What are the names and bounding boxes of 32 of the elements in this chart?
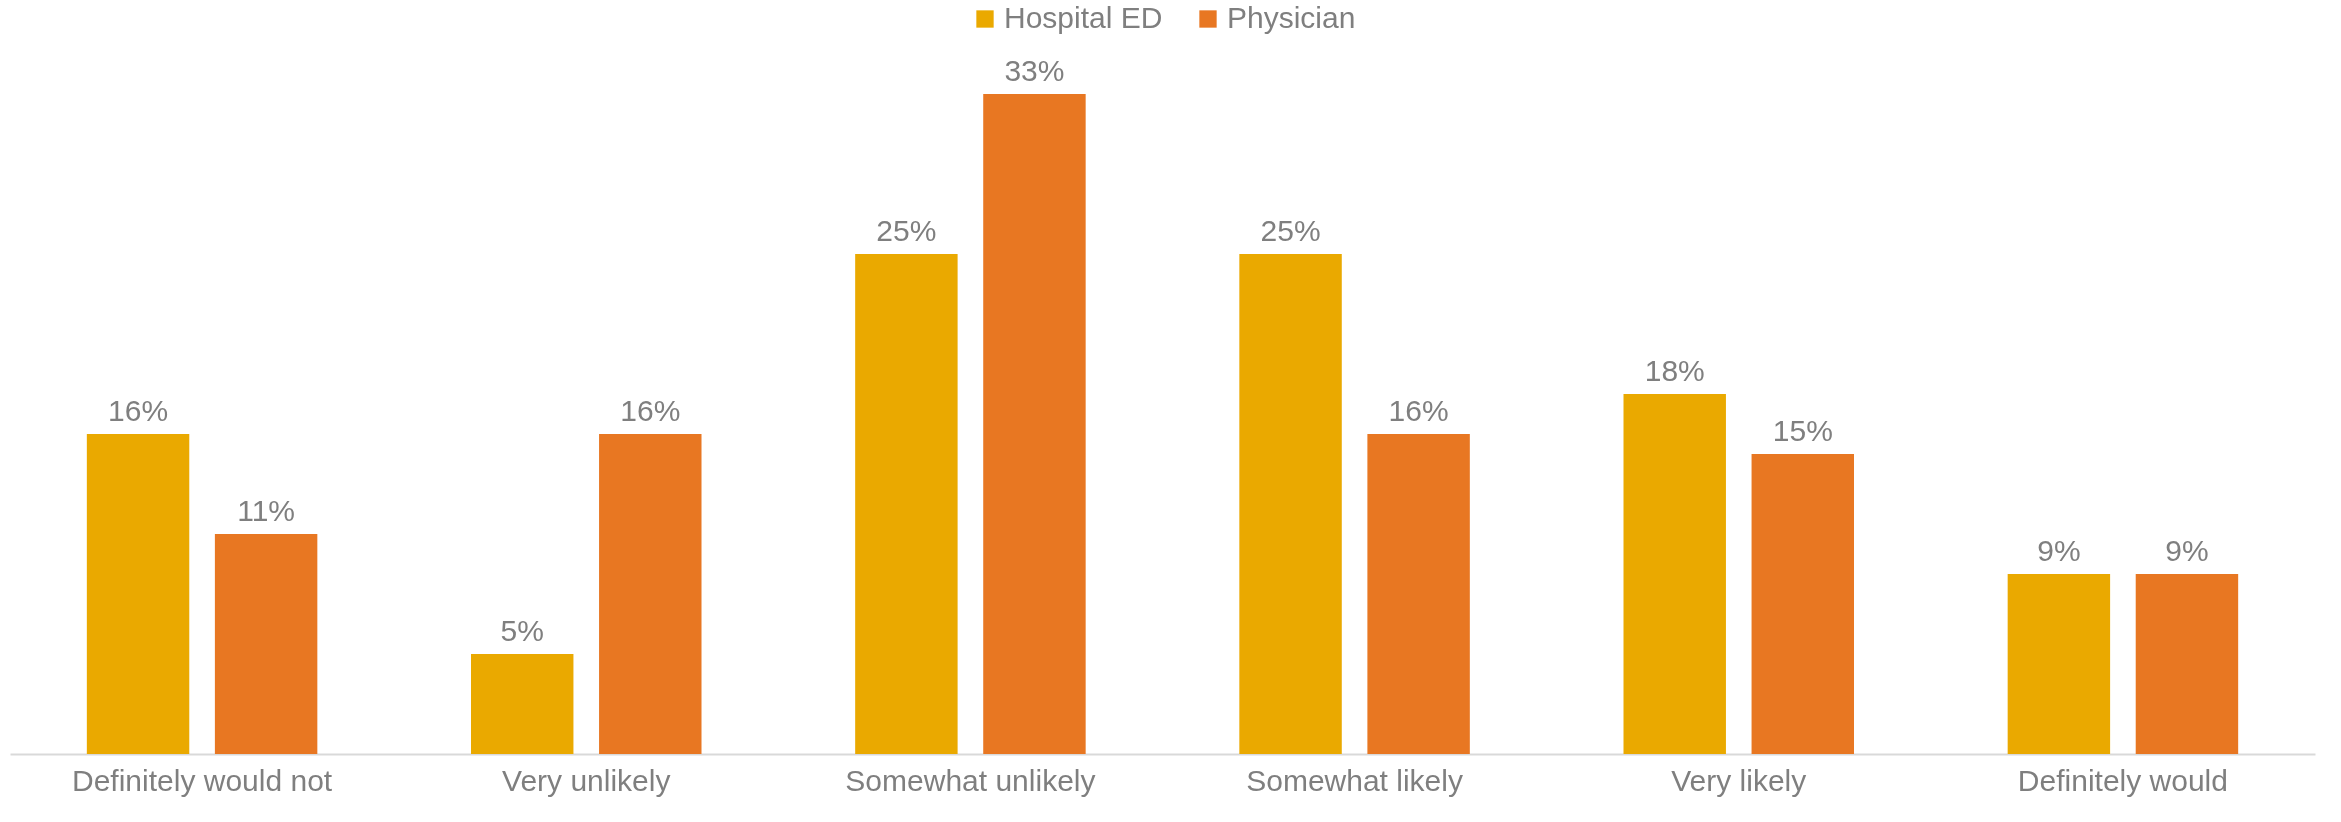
bar <box>2135 574 2239 754</box>
data-label: 16% <box>108 394 169 427</box>
bar <box>214 534 318 754</box>
data-label: 9% <box>2165 534 2209 567</box>
bar <box>1367 434 1470 754</box>
data-label: 18% <box>1644 354 1705 387</box>
x-tick-label: Definitely would <box>2017 763 2228 797</box>
data-label: 16% <box>620 394 681 427</box>
bar <box>855 254 958 754</box>
x-tick-label: Definitely would not <box>72 763 333 797</box>
bar <box>86 434 190 754</box>
bar <box>471 654 574 754</box>
x-tick-label: Somewhat likely <box>1246 763 1463 797</box>
x-tick-label: Very likely <box>1671 763 1807 797</box>
data-label: 15% <box>1772 414 1833 447</box>
bar <box>1239 254 1342 754</box>
bar <box>1623 394 1726 754</box>
bar <box>1751 454 1854 754</box>
bar <box>2007 574 2111 754</box>
data-label: 16% <box>1388 394 1449 427</box>
data-label: 25% <box>876 214 937 247</box>
bar <box>599 434 702 754</box>
legend-label: Hospital ED <box>1004 1 1163 34</box>
x-tick-label: Somewhat unlikely <box>845 763 1096 797</box>
data-label: 5% <box>500 614 544 647</box>
x-tick-label: Very unlikely <box>502 763 671 797</box>
data-label: 33% <box>1004 54 1065 87</box>
legend-label: Physician <box>1227 1 1356 34</box>
data-label: 25% <box>1260 214 1321 247</box>
data-label: 9% <box>2037 534 2081 567</box>
bar <box>983 94 1086 754</box>
data-label: 11% <box>237 494 296 527</box>
